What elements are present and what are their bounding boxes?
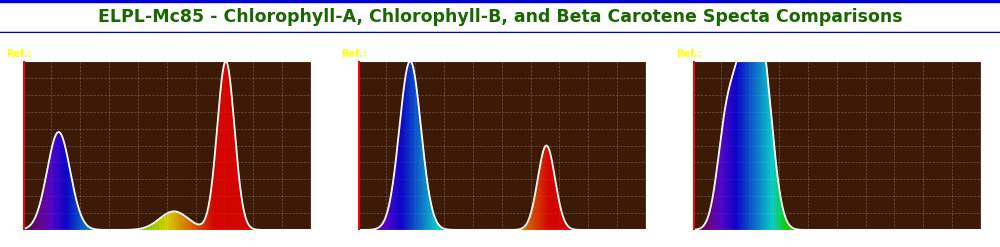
Text: ELPL-Mc85 - Chlorophyll-A, Chlorophyll-B, and Beta Carotene Specta Comparisons: ELPL-Mc85 - Chlorophyll-A, Chlorophyll-B… [98,8,902,26]
Text: Ref.: Ref. [932,49,952,58]
Text: Ref.:: Ref.: [676,49,702,59]
Y-axis label: Relative Intensity: Relative Intensity [999,112,1000,179]
Text: Ref.: Ref. [597,49,617,58]
Y-axis label: Relative Intensity: Relative Intensity [664,112,673,179]
Text: CHLOROPHYLL A: CHLOROPHYLL A [45,49,136,59]
Y-axis label: Relative Intensity: Relative Intensity [329,112,338,179]
X-axis label: Wavelength(nm): Wavelength(nm) [799,246,874,247]
Y-axis label: YPFD: YPFD [316,134,325,157]
Y-axis label: YPFD: YPFD [651,134,660,157]
Text: Ref.:: Ref.: [341,49,367,59]
Text: Ref.:: Ref.: [6,49,32,59]
Text: β CAROTENE: β CAROTENE [715,49,784,59]
Text: Ref.: Ref. [262,49,282,58]
Text: CHLOROPHYLL B: CHLOROPHYLL B [380,49,471,59]
X-axis label: Wavelength(nm): Wavelength(nm) [464,246,539,247]
X-axis label: Wavelength(nm): Wavelength(nm) [129,246,204,247]
